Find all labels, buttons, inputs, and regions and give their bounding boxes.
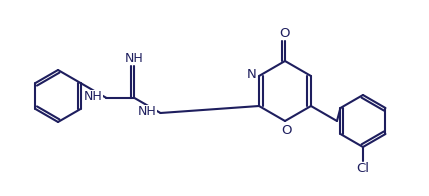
Text: N: N <box>247 67 257 81</box>
Text: NH: NH <box>84 90 103 103</box>
Text: O: O <box>281 123 291 136</box>
Text: O: O <box>280 26 290 40</box>
Text: NH: NH <box>125 52 144 64</box>
Text: Cl: Cl <box>356 162 369 175</box>
Text: NH: NH <box>138 105 157 118</box>
